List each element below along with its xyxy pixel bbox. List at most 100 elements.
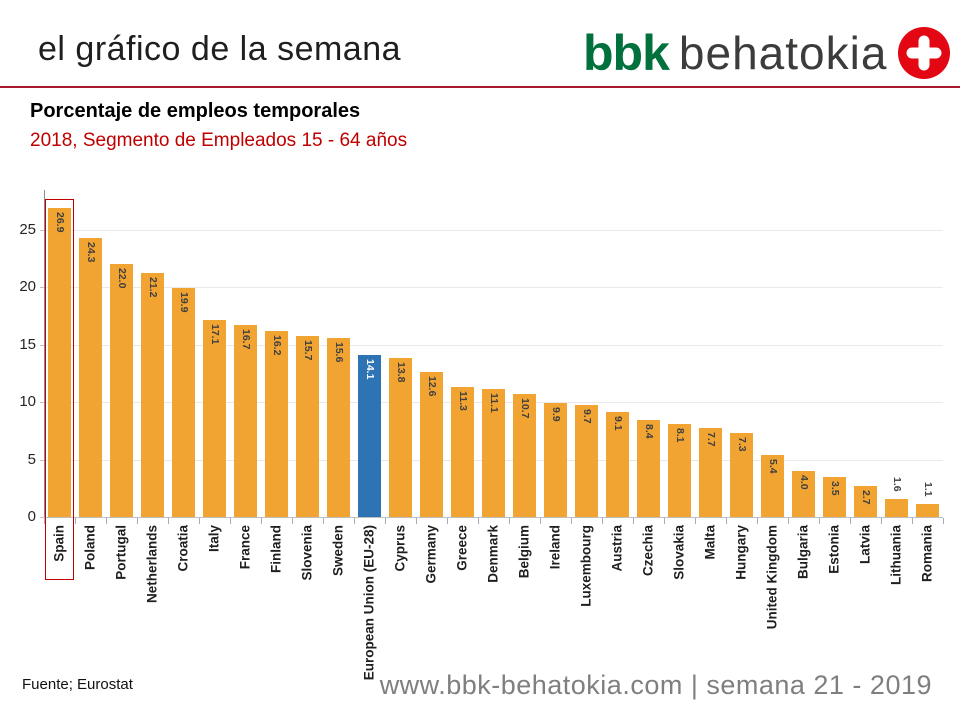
x-axis-tick: [850, 518, 851, 524]
x-axis-label-text: Latvia: [857, 525, 873, 565]
bar-value-label: 1.6: [890, 476, 903, 492]
bar-value-label: 9.9: [549, 407, 562, 422]
x-axis-tick: [788, 518, 789, 524]
bar-slovakia: [668, 423, 691, 517]
y-axis-label: 5: [27, 451, 36, 468]
x-axis-label-text: European Union (EU-28): [361, 525, 377, 681]
bar-value-label: 8.1: [673, 427, 686, 443]
x-axis-label-text: Greece: [454, 525, 470, 571]
bar-value-label: 24.3: [84, 241, 97, 262]
y-axis-label: 15: [19, 336, 36, 353]
x-axis-tick: [106, 518, 107, 524]
bar-value-label: 11.1: [487, 393, 500, 414]
x-axis-label: Germany: [423, 525, 439, 589]
bar-malta: [699, 428, 722, 517]
x-axis-tick: [602, 518, 603, 524]
x-axis-label-text: Cyprus: [392, 525, 408, 572]
bar-value-label: 11.3: [456, 391, 469, 411]
bar-italy: [203, 320, 226, 517]
bar-value-label: 2.7: [859, 489, 872, 505]
x-axis-label-text: Sweden: [330, 525, 346, 577]
x-axis-label: Cyprus: [392, 525, 408, 577]
x-axis-label-text: Denmark: [485, 525, 501, 583]
gridline: [44, 287, 943, 288]
bar-lithuania: [885, 498, 908, 517]
bar-netherlands: [141, 273, 164, 517]
y-axis-tick: [40, 517, 44, 518]
x-axis-tick: [323, 518, 324, 524]
x-axis-label-text: Croatia: [175, 525, 191, 572]
x-axis-tick: [230, 518, 231, 524]
bar-value-label: 15.6: [332, 341, 345, 363]
x-axis-label: Bulgaria: [795, 525, 811, 584]
bar-greece: [451, 387, 474, 517]
x-axis-label: Belgium: [516, 525, 532, 583]
bar-value-label: 3.5: [828, 480, 841, 496]
bar-value-label: 21.2: [146, 277, 159, 298]
bar-ireland: [544, 403, 567, 517]
logo-behatokia-text: behatokia: [678, 27, 888, 79]
x-axis-label: Slovenia: [299, 525, 315, 586]
bar-value-label: 19.9: [177, 292, 190, 313]
x-axis-label-text: Netherlands: [144, 525, 160, 604]
bar-value-label: 16.7: [239, 328, 252, 350]
bar-romania: [916, 504, 939, 517]
x-axis-tick: [912, 518, 913, 524]
x-axis-tick: [633, 518, 634, 524]
bar-hungary: [730, 433, 753, 517]
x-axis-label: European Union (EU-28): [361, 525, 377, 685]
x-axis: [44, 517, 943, 518]
x-axis-tick: [168, 518, 169, 524]
bar-european-union-eu-28: [358, 354, 381, 517]
bar-denmark: [482, 389, 505, 517]
x-axis-label-text: Slovakia: [671, 525, 687, 580]
bar-value-label: 7.3: [735, 437, 748, 452]
x-axis-label: United Kingdom: [764, 525, 780, 634]
bar-value-label: 12.6: [425, 376, 438, 397]
logo-bbk-text: bbk: [583, 25, 670, 81]
bar-austria: [606, 412, 629, 517]
bar-value-label: 5.4: [766, 458, 779, 474]
x-axis-label: Denmark: [485, 525, 501, 588]
bar-value-label: 13.8: [394, 362, 407, 383]
x-axis-label: Slovakia: [671, 525, 687, 585]
x-axis-label: Finland: [268, 525, 284, 578]
bar-value-label: 1.1: [921, 482, 934, 497]
x-axis-label-text: Italy: [206, 525, 222, 553]
y-axis-tick: [40, 402, 44, 403]
bar-united-kingdom: [761, 454, 784, 517]
x-axis-label: Greece: [454, 525, 470, 576]
bar-estonia: [823, 476, 846, 517]
x-axis-label: Netherlands: [144, 525, 160, 608]
x-axis-label: Malta: [702, 525, 718, 565]
y-axis-tick: [40, 287, 44, 288]
x-axis-label-text: Estonia: [826, 525, 842, 574]
bar-value-label: 10.7: [518, 397, 531, 419]
bar-value-label: 7.7: [704, 432, 717, 448]
x-axis-label-text: Germany: [423, 525, 439, 584]
bar-finland: [265, 330, 288, 517]
x-axis-label: Austria: [609, 525, 625, 577]
website-footer: www.bbk-behatokia.com | semana 21 - 2019: [379, 670, 932, 700]
source-note: Fuente; Eurostat: [22, 676, 133, 693]
x-axis-label: Latvia: [857, 525, 873, 569]
x-axis-label-text: Ireland: [547, 525, 563, 570]
bar-value-label: 9.7: [580, 409, 593, 425]
x-axis-label-text: Lithuania: [888, 525, 904, 585]
bar-spain: [48, 207, 71, 517]
x-axis-label-text: Slovenia: [299, 525, 315, 581]
header-divider: [0, 86, 960, 88]
x-axis-label-text: Malta: [702, 525, 718, 560]
y-axis-label: 10: [19, 393, 36, 410]
x-axis-tick: [540, 518, 541, 524]
x-axis-label: Croatia: [175, 525, 191, 577]
bar-bulgaria: [792, 471, 815, 517]
gridline: [44, 230, 943, 231]
x-axis-tick: [726, 518, 727, 524]
bar-cyprus: [389, 358, 412, 517]
bar-value-label: 8.4: [642, 424, 655, 439]
x-axis-label: Ireland: [547, 525, 563, 574]
x-axis-tick: [354, 518, 355, 524]
bar-latvia: [854, 485, 877, 517]
x-axis-label: Estonia: [826, 525, 842, 579]
